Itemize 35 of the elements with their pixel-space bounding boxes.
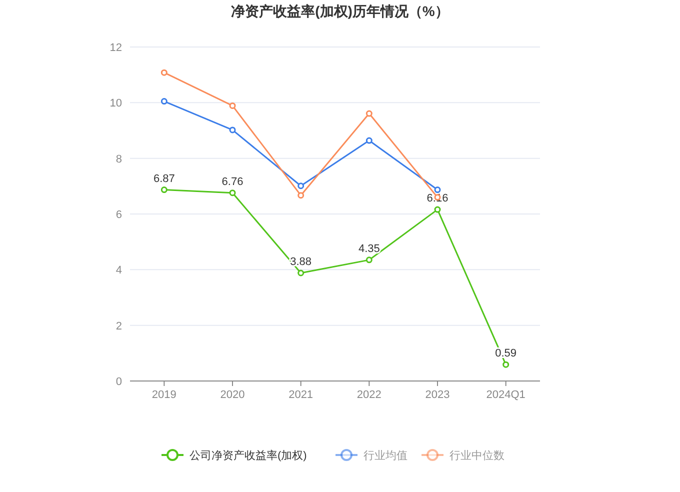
point	[502, 361, 510, 368]
point	[160, 69, 168, 76]
x-tick-label: 2020	[220, 389, 245, 401]
x-tick-label: 2024Q1	[486, 389, 526, 401]
x-tick-label: 2019	[152, 389, 176, 401]
y-tick-label: 8	[116, 153, 122, 166]
point	[298, 192, 304, 199]
y-tick-label: 2	[116, 320, 122, 332]
point	[160, 186, 168, 194]
point	[366, 256, 372, 264]
y-tick-label: 6	[116, 209, 122, 221]
point	[366, 110, 372, 117]
point	[298, 182, 304, 190]
point	[229, 102, 236, 109]
y-tick-label: 0	[116, 376, 122, 388]
point	[434, 206, 441, 213]
data-label: 6.87	[153, 172, 175, 185]
x-tick-label: 2023	[425, 389, 450, 401]
chart-title: 净资产收益率(加权)历年情况（%）	[231, 3, 449, 19]
point	[434, 186, 441, 194]
legend-label: 行业中位数	[450, 449, 504, 462]
point	[160, 98, 168, 105]
data-label: 6.76	[222, 176, 244, 188]
point	[229, 190, 236, 196]
legend-label: 行业均值	[364, 449, 408, 462]
y-tick-label: 4	[116, 264, 122, 277]
point	[298, 270, 304, 276]
legend-label: 公司净资产收益率(加权)	[190, 449, 307, 462]
y-tick-label: 12	[110, 42, 122, 54]
point	[366, 137, 372, 144]
data-label: 4.35	[358, 242, 380, 255]
y-tick-label: 10	[110, 98, 122, 110]
x-tick-label: 2022	[356, 389, 382, 401]
point	[229, 126, 236, 134]
x-tick-label: 2021	[288, 389, 314, 401]
